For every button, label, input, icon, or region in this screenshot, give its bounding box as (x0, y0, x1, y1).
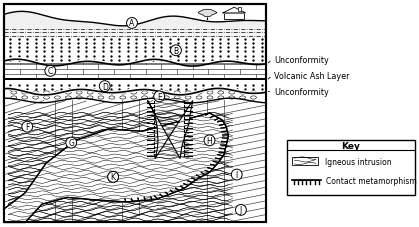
Circle shape (163, 96, 169, 100)
Bar (157, 101, 266, 222)
Circle shape (65, 91, 71, 95)
Circle shape (251, 91, 256, 95)
Bar (4, 81, 266, 92)
Bar (4, 39, 266, 64)
Circle shape (196, 96, 202, 100)
Circle shape (163, 91, 169, 95)
Text: A: A (129, 19, 134, 28)
Circle shape (207, 91, 213, 95)
Circle shape (218, 91, 224, 95)
Bar (4, 28, 266, 39)
Text: Igneous intrusion: Igneous intrusion (325, 157, 391, 166)
Text: Volcanic Ash Layer: Volcanic Ash Layer (274, 72, 350, 81)
Circle shape (131, 91, 137, 95)
Polygon shape (199, 10, 217, 18)
Circle shape (44, 96, 49, 100)
Circle shape (218, 96, 224, 100)
Circle shape (22, 96, 28, 100)
Bar (287, 141, 415, 195)
Circle shape (98, 91, 104, 95)
Bar (4, 64, 266, 79)
Circle shape (207, 96, 213, 100)
Polygon shape (223, 8, 246, 14)
Circle shape (251, 96, 256, 100)
Text: H: H (207, 136, 212, 145)
Circle shape (185, 91, 191, 95)
Text: K: K (111, 173, 116, 182)
Circle shape (22, 91, 28, 95)
Circle shape (120, 96, 126, 100)
Circle shape (142, 91, 147, 95)
Bar (238, 7, 241, 12)
Circle shape (11, 91, 17, 95)
Circle shape (109, 96, 115, 100)
Circle shape (109, 91, 115, 95)
Text: Unconformity: Unconformity (274, 56, 329, 65)
Circle shape (196, 91, 202, 95)
Circle shape (87, 96, 93, 100)
Bar (292, 157, 318, 166)
Text: F: F (25, 123, 29, 132)
Text: Unconformity: Unconformity (274, 87, 329, 96)
Circle shape (44, 91, 49, 95)
Circle shape (229, 96, 235, 100)
Circle shape (33, 91, 39, 95)
Circle shape (240, 96, 246, 100)
Bar (224, 14, 244, 20)
Circle shape (76, 96, 82, 100)
Circle shape (174, 91, 180, 95)
Circle shape (54, 91, 60, 95)
Circle shape (120, 91, 126, 95)
Text: D: D (102, 82, 108, 91)
Circle shape (142, 96, 147, 100)
Bar (4, 101, 266, 222)
Text: Contact metamorphism: Contact metamorphism (326, 176, 416, 185)
Circle shape (185, 96, 191, 100)
Bar (4, 5, 266, 222)
Circle shape (87, 91, 93, 95)
Bar (5, 101, 153, 222)
Text: E: E (157, 92, 162, 101)
Text: I: I (235, 170, 238, 179)
Circle shape (131, 96, 137, 100)
Bar (4, 5, 266, 222)
Text: B: B (173, 47, 178, 56)
Circle shape (33, 96, 39, 100)
Text: G: G (68, 138, 74, 148)
Polygon shape (147, 101, 193, 159)
Circle shape (54, 96, 60, 100)
Text: J: J (240, 205, 242, 215)
Circle shape (229, 91, 235, 95)
Circle shape (98, 96, 104, 100)
Circle shape (11, 96, 17, 100)
Circle shape (65, 96, 71, 100)
Circle shape (174, 96, 180, 100)
Text: K: K (111, 173, 116, 182)
Polygon shape (4, 114, 228, 222)
Circle shape (153, 91, 158, 95)
Bar (4, 92, 266, 101)
Circle shape (240, 91, 246, 95)
Bar (4, 79, 266, 81)
Text: C: C (48, 67, 53, 76)
Text: Key: Key (341, 141, 360, 150)
Bar (4, 5, 266, 222)
Circle shape (153, 96, 158, 100)
Circle shape (76, 91, 82, 95)
Polygon shape (4, 114, 228, 222)
